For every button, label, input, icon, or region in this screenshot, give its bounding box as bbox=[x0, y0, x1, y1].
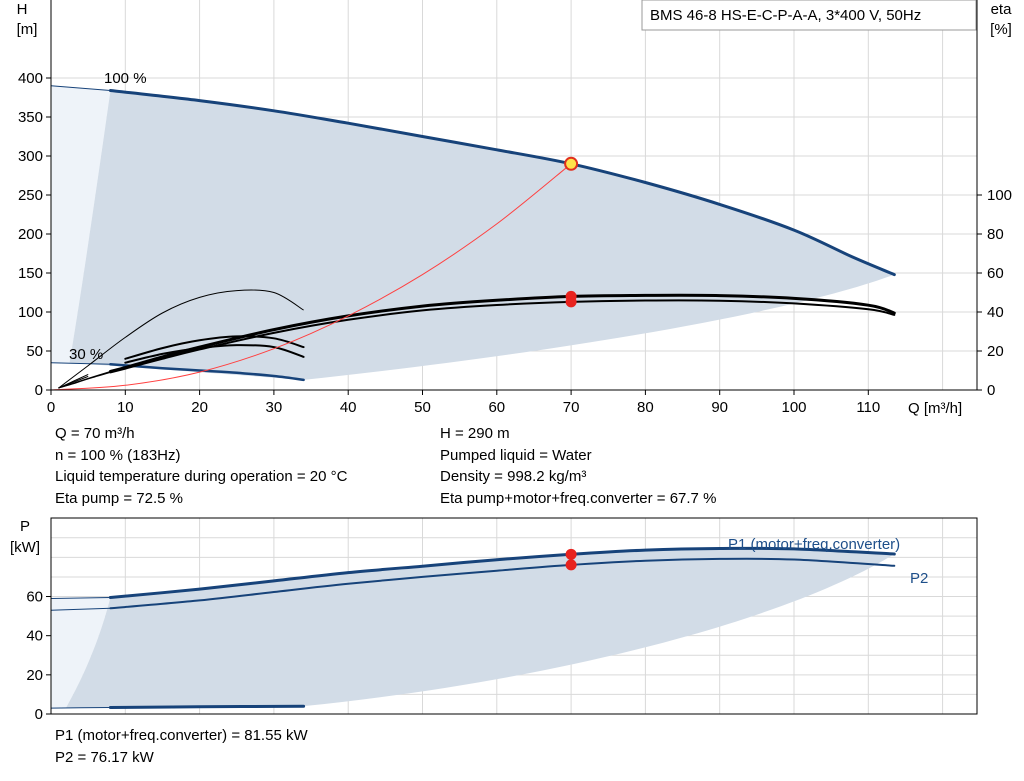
x-tick-label: 20 bbox=[191, 399, 208, 416]
power-info: P1 (motor+freq.converter) = 81.55 kW P2 … bbox=[55, 725, 308, 768]
p-low-speed-curve-extension bbox=[50, 707, 111, 709]
operating-point-marker bbox=[564, 156, 579, 171]
eta-pump-curve bbox=[108, 293, 896, 373]
power-plot-frame bbox=[50, 517, 978, 715]
duty-markers bbox=[564, 156, 579, 571]
head-curve-100-extension bbox=[50, 85, 111, 91]
p1-value: P1 (motor+freq.converter) = 81.55 kW bbox=[55, 727, 308, 744]
y-right-tick-label: 100 bbox=[987, 187, 1012, 204]
x-tick-label: 40 bbox=[340, 399, 357, 416]
y-left-tick-label: 250 bbox=[18, 187, 43, 204]
x-tick-label: 10 bbox=[117, 399, 134, 416]
y-right-tick-label: 20 bbox=[987, 343, 1004, 360]
y-right-label-unit: [%] bbox=[990, 21, 1012, 38]
y-left-tick-label: 400 bbox=[18, 70, 43, 87]
x-tick-label: 70 bbox=[563, 399, 580, 416]
duty-info-left: Q = 70 m³/h n = 100 % (183Hz) Liquid tem… bbox=[55, 423, 347, 509]
power-y-tick-label: 0 bbox=[35, 706, 43, 723]
power-y-tick-label: 60 bbox=[26, 589, 43, 606]
x-tick-label: 30 bbox=[266, 399, 283, 416]
y-right-tick-label: 60 bbox=[987, 265, 1004, 282]
title-box bbox=[641, 0, 977, 31]
p2-curve-extension bbox=[50, 607, 111, 611]
x-tick-label: 80 bbox=[637, 399, 654, 416]
x-tick-label: 110 bbox=[856, 399, 880, 416]
eta-pump: Eta pump = 72.5 % bbox=[55, 489, 183, 507]
y-right-tick-label: 80 bbox=[987, 226, 1004, 243]
power-y-tick-label: 40 bbox=[26, 628, 43, 645]
p2-value: P2 = 76.17 kW bbox=[55, 748, 154, 766]
speed-label-100: 100 % bbox=[104, 70, 147, 87]
power-y-tick-label: 20 bbox=[26, 667, 43, 684]
eta-total-duty-marker bbox=[565, 296, 577, 308]
x-tick-label: 90 bbox=[711, 399, 728, 416]
density-value: Density = 998.2 kg/m³ bbox=[440, 468, 587, 485]
y-right-label-symbol: eta bbox=[991, 1, 1013, 18]
eta-pump-low-speed-curve bbox=[58, 289, 304, 389]
x-tick-label: 100 bbox=[781, 399, 806, 416]
y-left-label-unit: [m] bbox=[17, 21, 38, 38]
p1-curve-extension bbox=[50, 597, 111, 599]
power-low-flow-region bbox=[51, 597, 111, 709]
eta-total-curve bbox=[109, 299, 896, 374]
y-left-tick-label: 0 bbox=[35, 382, 43, 399]
y-right-tick-label: 0 bbox=[987, 382, 995, 399]
x-axis-label: Q [m³/h] bbox=[908, 400, 962, 417]
y-left-tick-label: 200 bbox=[18, 226, 43, 243]
system-curve bbox=[50, 163, 572, 391]
power-operating-range-area bbox=[65, 548, 895, 709]
pumped-liquid: Pumped liquid = Water bbox=[440, 446, 592, 464]
p2-curve bbox=[109, 557, 896, 610]
x-tick-label: 60 bbox=[488, 399, 505, 416]
operating-range-areas bbox=[51, 85, 895, 709]
head-value: H = 290 m bbox=[440, 425, 510, 442]
power-y-label-unit: [kW] bbox=[10, 539, 40, 556]
low-flow-region bbox=[51, 85, 111, 363]
eta-total-curve-extension bbox=[58, 371, 111, 389]
eta-total-reduced-curve-extension bbox=[58, 375, 89, 389]
p2-duty-marker bbox=[565, 559, 577, 571]
y-left-tick-label: 100 bbox=[18, 304, 43, 321]
power-y-label-symbol: P bbox=[20, 518, 30, 535]
x-tick-label: 50 bbox=[414, 399, 431, 416]
head-curve-30 bbox=[109, 363, 305, 382]
y-left-tick-label: 350 bbox=[18, 109, 43, 126]
flow-value: Q = 70 m³/h bbox=[55, 425, 135, 442]
y-right-tick-label: 40 bbox=[987, 304, 1004, 321]
eta-total: Eta pump+motor+freq.converter = 67.7 % bbox=[440, 489, 717, 507]
p1-curve bbox=[108, 546, 896, 599]
eta-pump-reduced-curve bbox=[124, 335, 305, 360]
curves-layer bbox=[50, 85, 896, 709]
p2-curve-label: P2 bbox=[910, 570, 928, 587]
p1-curve-label: P1 (motor+freq.converter) bbox=[728, 536, 900, 553]
y-left-tick-label: 150 bbox=[18, 265, 43, 282]
y-left-tick-label: 50 bbox=[26, 343, 43, 360]
duty-info-right: H = 290 m Pumped liquid = Water Density … bbox=[440, 423, 716, 509]
speed-value: n = 100 % (183Hz) bbox=[55, 446, 181, 464]
head-curve-100 bbox=[108, 89, 896, 277]
pump-title: BMS 46-8 HS-E-C-P-A-A, 3*400 V, 50Hz bbox=[650, 7, 921, 24]
p-low-speed-curve bbox=[108, 704, 306, 709]
head-curve-30-extension bbox=[50, 362, 111, 365]
liquid-temperature: Liquid temperature during operation = 20… bbox=[55, 468, 348, 485]
axis-ticks: 0 10 20 30 40 50 60 70 80 90 100 110050100150200250… bbox=[18, 70, 1012, 723]
speed-label-30: 30 % bbox=[69, 346, 103, 363]
x-tick-label: 0 bbox=[47, 399, 55, 416]
p1-duty-marker bbox=[565, 548, 577, 560]
y-left-tick-label: 300 bbox=[18, 148, 43, 165]
y-left-label-symbol: H bbox=[17, 1, 28, 18]
